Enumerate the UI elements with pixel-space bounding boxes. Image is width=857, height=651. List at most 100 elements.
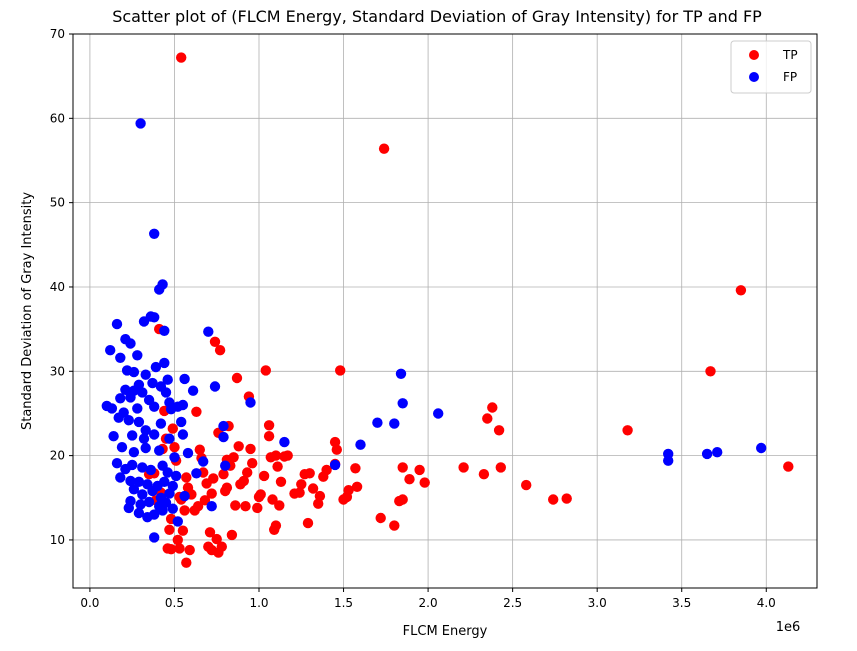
point-fp <box>132 350 143 361</box>
point-fp <box>149 401 160 412</box>
point-fp <box>132 403 143 414</box>
point-fp <box>147 377 158 389</box>
point-fp <box>206 501 217 512</box>
point-tp <box>263 431 275 442</box>
point-tp <box>253 491 265 503</box>
plot-frame <box>72 33 818 589</box>
point-fp <box>179 490 190 502</box>
legend: TP FP <box>730 40 812 94</box>
point-fp <box>127 430 138 441</box>
point-fp <box>155 418 167 429</box>
point-fp <box>218 420 229 432</box>
point-fp <box>116 442 128 453</box>
point-fp <box>198 456 209 467</box>
point-fp <box>157 505 168 516</box>
y-axis-label: Standard Deviation of Gray Intensity <box>20 192 35 430</box>
point-tp <box>260 365 271 376</box>
point-tp <box>211 533 222 545</box>
x-tick-label: 2.5 <box>503 596 522 610</box>
point-fp <box>106 403 118 414</box>
y-tick-label: 50 <box>50 196 65 210</box>
point-tp <box>335 365 346 376</box>
axis-ticks: 0.0 0.5 1.0 1.5 2.0 2.5 3.0 3.5 4.0 10 20 30 40 50 60 7… <box>50 27 776 610</box>
point-tp <box>351 481 363 492</box>
point-tp <box>279 451 290 462</box>
point-fp <box>159 476 170 487</box>
point-tp <box>419 477 430 488</box>
point-fp <box>138 316 150 327</box>
point-fp <box>182 447 194 459</box>
y-tick-label: 40 <box>50 280 65 294</box>
point-fp <box>355 439 366 450</box>
point-tp <box>258 470 270 482</box>
point-fp <box>756 442 767 454</box>
point-fp <box>140 425 151 436</box>
point-fp <box>133 476 145 487</box>
point-fp <box>177 429 189 440</box>
point-tp <box>274 500 285 511</box>
point-tp <box>487 402 498 413</box>
point-tp <box>478 469 490 480</box>
point-tp <box>482 413 493 424</box>
point-fp <box>150 361 162 373</box>
point-fp <box>187 385 199 396</box>
point-fp <box>115 472 126 483</box>
point-tp <box>201 478 212 489</box>
point-tp <box>218 469 229 480</box>
point-tp <box>705 366 716 377</box>
point-fp <box>149 228 160 239</box>
point-fp <box>164 433 175 444</box>
point-tp <box>214 345 226 356</box>
point-fp <box>397 398 408 409</box>
point-tp <box>302 517 314 529</box>
point-tp <box>521 479 532 491</box>
point-fp <box>133 416 145 428</box>
point-tp <box>735 285 747 296</box>
point-tp <box>378 143 390 154</box>
point-tp <box>204 527 216 538</box>
point-fp <box>123 502 134 514</box>
legend-marker-fp <box>749 72 759 82</box>
point-fp <box>218 431 229 443</box>
point-tp <box>199 495 211 506</box>
point-tp <box>493 425 505 436</box>
point-tp <box>375 512 386 524</box>
point-fp <box>143 496 155 508</box>
data-points <box>101 52 794 568</box>
point-fp <box>111 318 123 330</box>
point-fp <box>203 326 214 337</box>
point-fp <box>138 433 150 444</box>
point-fp <box>169 452 180 463</box>
y-tick-label: 20 <box>50 449 65 463</box>
point-fp <box>145 464 156 476</box>
y-tick-label: 60 <box>50 111 65 125</box>
point-fp <box>120 384 131 395</box>
point-fp <box>329 459 341 471</box>
point-tp <box>169 442 180 453</box>
point-fp <box>140 442 151 454</box>
chart-title: Scatter plot of (FLCM Energy, Standard D… <box>112 7 762 26</box>
point-fp <box>115 352 126 363</box>
point-tp <box>194 444 205 455</box>
point-tp <box>313 498 324 509</box>
point-tp <box>389 520 400 531</box>
point-fp <box>125 475 136 487</box>
point-fp <box>115 393 126 404</box>
point-tp <box>331 444 342 455</box>
point-tp <box>206 488 217 499</box>
point-fp <box>111 458 123 469</box>
point-tp <box>318 471 329 482</box>
point-fp <box>172 401 183 412</box>
point-fp <box>389 418 400 429</box>
x-tick-label: 1.5 <box>334 596 353 610</box>
point-fp <box>125 392 136 403</box>
point-fp <box>147 485 158 497</box>
point-tp <box>179 505 190 516</box>
point-fp <box>712 447 723 458</box>
point-tp <box>404 474 415 485</box>
point-fp <box>433 408 444 419</box>
point-tp <box>338 494 349 505</box>
point-fp <box>176 416 187 428</box>
point-fp <box>167 503 178 514</box>
